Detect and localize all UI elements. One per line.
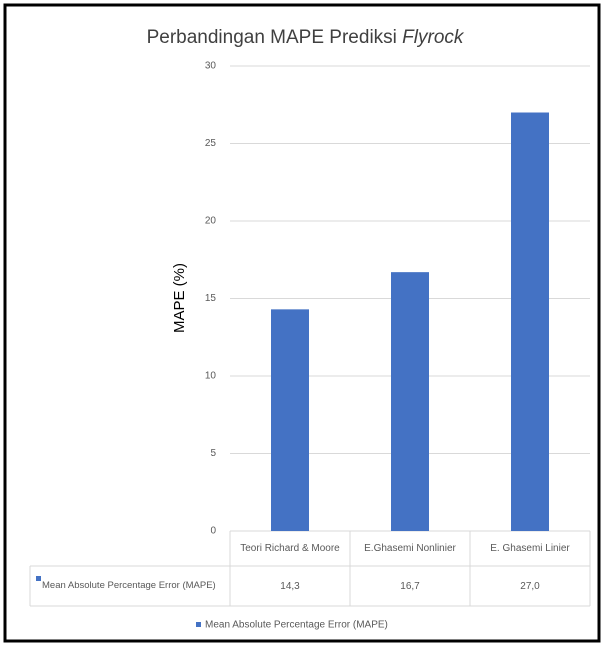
x-tick-label-box: Teori Richard & Moore [240,543,340,554]
y-tick-label: 15 [205,293,217,304]
y-tick-label: 20 [205,216,217,227]
data-label-box: 16,7 [400,580,420,592]
data-label-box: 14,3 [280,580,300,592]
bar [391,272,429,531]
table-legend-key [36,576,41,581]
data-label: 27,0 [520,580,540,592]
y-tick-label: 30 [205,61,217,72]
data-label: 14,3 [280,580,300,592]
x-tick-label: Teori Richard & Moore [240,543,340,554]
table-series-name: Mean Absolute Percentage Error (MAPE) [42,579,216,591]
x-tick-label-box: E.Ghasemi Nonlinier [364,543,456,554]
bar [511,112,549,531]
data-label: 16,7 [400,580,420,592]
chart-title: Perbandingan MAPE Prediksi Flyrock [147,27,465,48]
y-axis-label: MAPE (%) [171,263,188,333]
y-tick-label: 25 [205,138,217,149]
legend-key [196,622,201,627]
x-tick-label-box: E. Ghasemi Linier [490,543,570,554]
bar [271,309,309,531]
x-tick-label: E. Ghasemi Linier [490,543,570,554]
title-main: Perbandingan MAPE Prediksi [147,27,397,48]
y-tick-label: 5 [210,448,216,459]
title-italic: Flyrock [402,27,465,48]
y-tick-label: 0 [210,526,216,537]
x-tick-label: E.Ghasemi Nonlinier [364,543,456,554]
legend-label: Mean Absolute Percentage Error (MAPE) [205,620,388,631]
y-tick-label: 10 [205,371,217,382]
table-series-name-box: Mean Absolute Percentage Error (MAPE) [42,579,216,591]
data-label-box: 27,0 [520,580,540,592]
